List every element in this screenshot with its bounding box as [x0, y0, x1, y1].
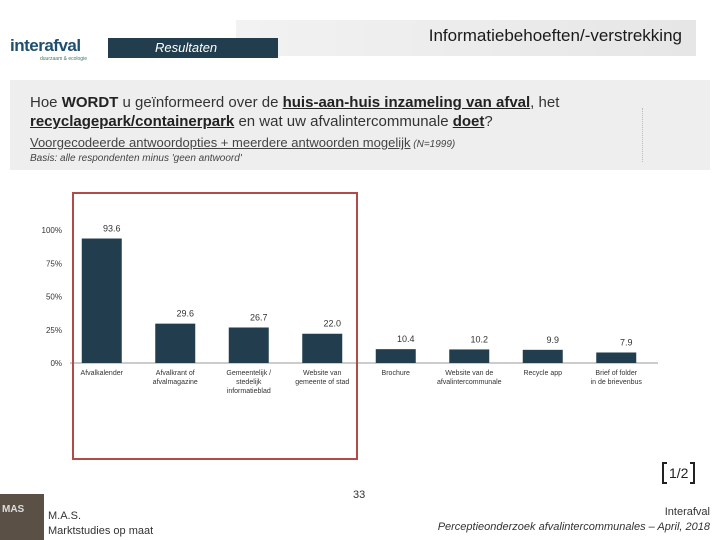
y-tick-label: 75%	[46, 259, 62, 268]
bracket-left-icon	[662, 462, 667, 484]
bar-value-label: 93.6	[103, 224, 121, 234]
footer-org: M.A.S. Marktstudies op maat	[48, 509, 153, 539]
category-label: Brochure	[382, 370, 411, 377]
bar-chart: 0% 25% 50% 75% 100% 93.6 Afvalkalender 29.6 Afva…	[42, 224, 658, 395]
category-label: Afvalkalender	[81, 370, 124, 377]
y-tick-label: 50%	[46, 293, 62, 302]
bar-value-label: 9.9	[546, 335, 559, 345]
bar-value-label: 7.9	[620, 337, 633, 347]
company-logo: interafval duurzaam & ecologie	[10, 36, 100, 64]
pagination-label: 1/2	[669, 465, 689, 481]
category-label: Website van de afvalintercommunale	[437, 370, 502, 386]
pagination[interactable]: 1/2	[662, 462, 696, 486]
highlight-frame	[72, 192, 358, 460]
bar	[449, 349, 490, 363]
bar	[302, 333, 343, 363]
y-tick-label: 100%	[42, 226, 62, 235]
footer-report-title: Perceptieonderzoek afvalintercommunales …	[437, 521, 710, 533]
divider	[642, 108, 643, 162]
page-title: Informatiebehoeften/-verstrekking	[428, 26, 682, 45]
bar-value-label: 26.7	[250, 312, 268, 322]
y-tick-label: 25%	[46, 326, 62, 335]
bar-value-label: 10.4	[397, 334, 415, 344]
category-label: Brief of folder in de brievenbus	[591, 370, 643, 386]
bar	[228, 327, 269, 363]
bar-value-label: 10.2	[470, 334, 488, 344]
bar	[155, 323, 196, 363]
bar	[596, 352, 637, 363]
question-text: Hoe WORDT u geïnformeerd over de huis-aa…	[30, 94, 560, 130]
category-label: Gemeentelijk / stedelijk informatieblad	[226, 370, 271, 395]
footer-org-line1: M.A.S.	[48, 510, 82, 522]
category-label: Recycle app	[523, 370, 562, 377]
bar-value-label: 29.6	[176, 309, 194, 319]
question-subtitle: Voorgecodeerde antwoordopties + meerdere…	[30, 135, 456, 150]
logo-text: interafval	[10, 36, 81, 55]
footer-logo: MAS	[0, 494, 44, 540]
bar	[81, 238, 122, 363]
bar	[522, 349, 563, 363]
bracket-right-icon	[690, 462, 696, 484]
section-tab-label: Resultaten	[155, 40, 218, 55]
bar-value-label: 22.0	[323, 319, 341, 329]
category-label: Afvalkrant of afvalmagazine	[153, 370, 198, 386]
logo-subtitle: duurzaam & ecologie	[40, 56, 87, 62]
category-label: Website van gemeente of stad	[295, 370, 349, 386]
footer-client: Interafval	[664, 506, 710, 518]
bar	[375, 349, 416, 363]
page-number: 33	[353, 489, 366, 501]
footer-report: Interafval Perceptieonderzoek afvalinter…	[438, 505, 710, 535]
section-tab	[108, 38, 278, 58]
basis-note: Basis: alle respondenten minus 'geen ant…	[30, 153, 242, 164]
title-band	[236, 20, 696, 56]
footer-org-line2: Marktstudies op maat	[48, 525, 154, 537]
y-tick-label: 0%	[50, 359, 62, 368]
question-box	[10, 80, 710, 170]
